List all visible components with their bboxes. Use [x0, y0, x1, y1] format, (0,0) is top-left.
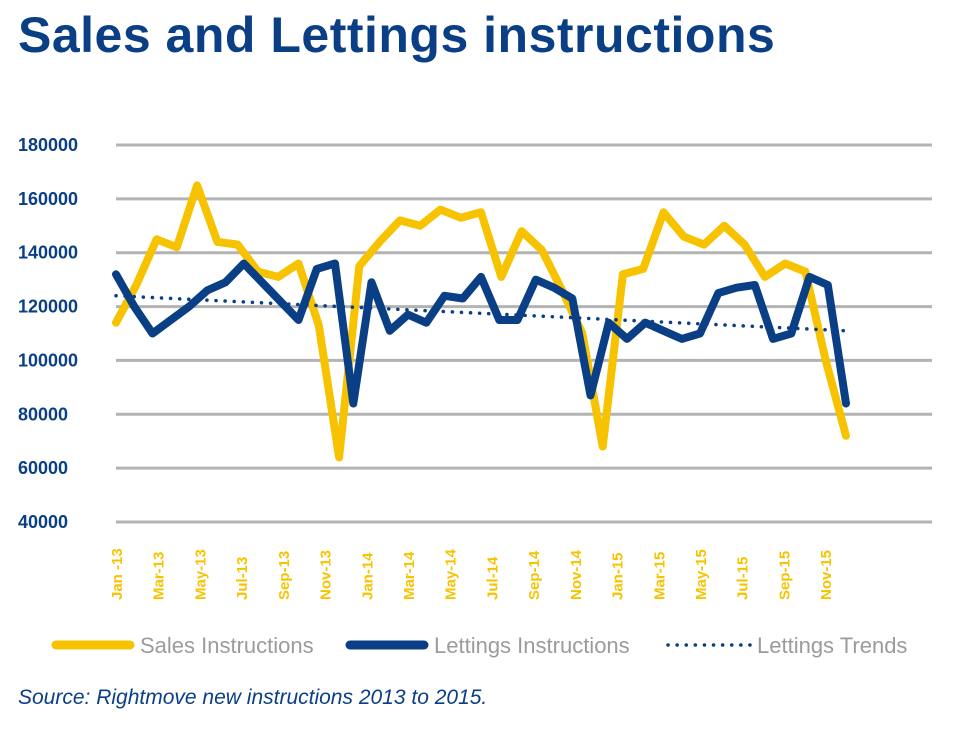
y-tick-label: 180000	[18, 135, 78, 155]
x-tick-label: Jan-14	[359, 552, 376, 600]
source-note: Source: Rightmove new instructions 2013 …	[18, 686, 488, 709]
x-tick-label: Sep-13	[276, 551, 293, 600]
x-tick-label: May-15	[693, 549, 710, 600]
grid-lines	[116, 143, 932, 524]
x-tick-label: Jul-15	[735, 557, 752, 600]
y-tick-label: 60000	[18, 458, 68, 478]
y-tick-label: 40000	[18, 512, 68, 532]
y-tick-label: 100000	[18, 350, 78, 370]
chart-title: Sales and Lettings instructions	[18, 7, 776, 63]
x-tick-label: Nov-14	[568, 549, 585, 600]
sales-instructions-line	[112, 181, 850, 462]
legend-label-lettings-trends: Lettings Trends	[757, 633, 907, 658]
x-tick-label: Nov-13	[318, 550, 335, 600]
x-tick-label: Mar-13	[151, 552, 168, 600]
legend-label-sales-instructions: Sales Instructions	[140, 633, 314, 658]
x-tick-label: May-13	[192, 549, 209, 600]
y-tick-label: 140000	[18, 243, 78, 263]
x-tick-label: Sep-14	[526, 550, 543, 600]
x-tick-label: Jul-13	[234, 557, 251, 600]
chart-svg: 40000 60000 80000 100000 120000 140000 160000 1…	[18, 135, 932, 658]
legend-label-lettings-instructions: Lettings Instructions	[434, 633, 630, 658]
y-tick-label: 120000	[18, 297, 78, 317]
lettings-trends-line	[114, 294, 848, 333]
x-tick-label: Nov-15	[818, 550, 835, 600]
series-lines	[112, 181, 850, 462]
y-axis-ticks: 40000 60000 80000 100000 120000 140000 160000 1…	[18, 135, 78, 532]
x-tick-label: Jan -13	[109, 548, 126, 600]
x-tick-label: May-14	[443, 548, 460, 600]
x-tick-label: Mar-15	[651, 552, 668, 600]
x-tick-label: Jan-15	[610, 552, 627, 600]
x-axis-ticks: Jan -13 Mar-13 May-13 Jul-13 Sep-13 Nov-13 Jan…	[109, 548, 835, 600]
x-tick-label: Mar-14	[401, 551, 418, 600]
y-tick-label: 160000	[18, 189, 78, 209]
y-tick-label: 80000	[18, 404, 68, 424]
x-tick-label: Jul-14	[484, 556, 501, 600]
legend: Sales Instructions Lettings Instructions L…	[51, 633, 907, 658]
lettings-instructions-line	[112, 259, 850, 408]
x-tick-label: Sep-15	[776, 551, 793, 600]
